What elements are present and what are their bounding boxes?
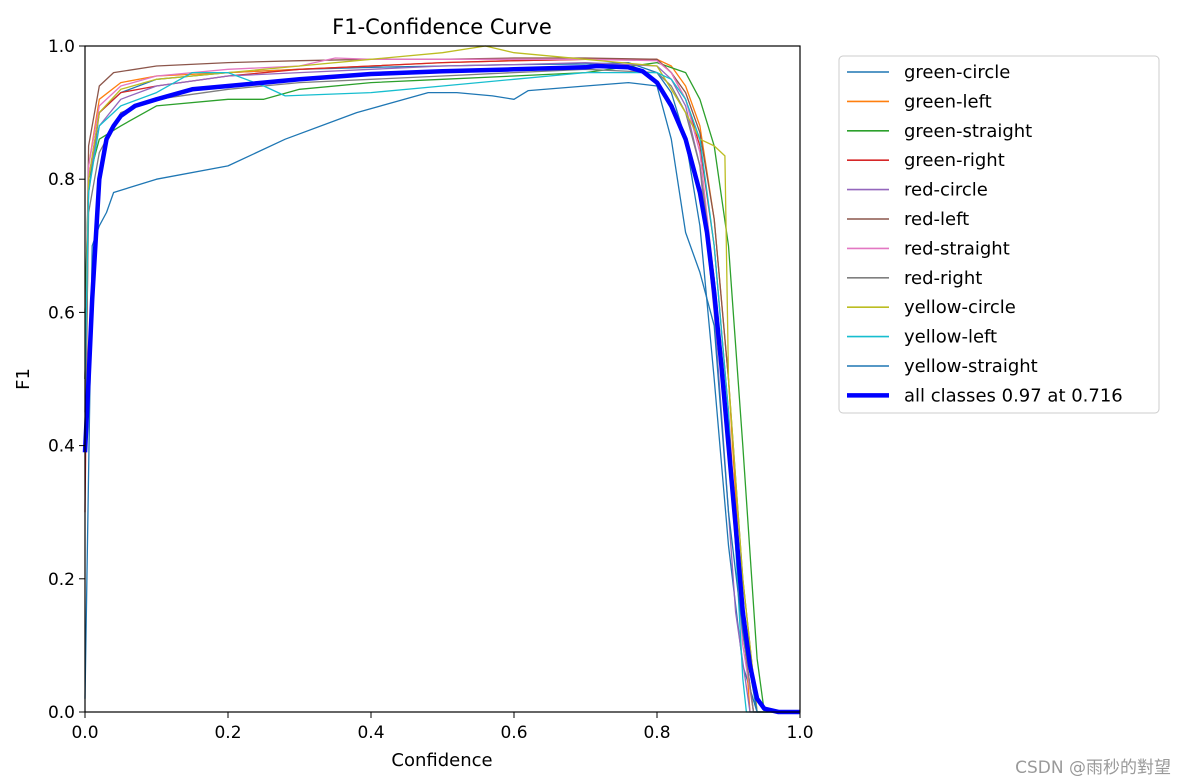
legend-label: red-straight [904,238,1010,259]
y-tick-label: 0.4 [48,437,75,457]
series-line-5 [84,57,800,713]
x-axis-title: Confidence [391,750,492,771]
y-axis-title: F1 [13,368,34,390]
series-line-6 [84,57,800,713]
legend-label: red-circle [904,180,988,201]
y-tick-label: 0.8 [48,170,75,190]
legend-label: all classes 0.97 at 0.716 [904,385,1123,406]
plot-frame [84,45,801,713]
plot-lines [82,45,800,715]
x-tick-label: 1.0 [786,723,813,743]
series-line-10 [84,81,800,713]
watermark: CSDN @雨秒的對望 [1015,758,1171,778]
series-line-2 [84,61,800,713]
y-tick-label: 0.0 [48,703,75,723]
y-axis: 0.0 0.2 0.4 0.6 0.8 1.0 [48,37,85,723]
legend-label: green-right [904,150,1005,171]
legend: green-circle green-left green-straight gree… [838,55,1160,414]
series-line-11 [82,63,800,715]
x-tick-label: 0.6 [500,723,527,743]
legend-box [838,55,1160,414]
x-tick-label: 0.0 [71,723,98,743]
legend-label: green-straight [904,121,1032,142]
series-line-8 [84,45,800,713]
legend-label: red-right [904,268,982,289]
legend-label: red-left [904,209,969,230]
legend-label: yellow-left [904,327,997,348]
chart-title: F1-Confidence Curve [332,15,552,39]
legend-label: green-left [904,91,992,112]
legend-label: green-circle [904,62,1010,83]
x-tick-label: 0.8 [643,723,670,743]
x-tick-label: 0.2 [214,723,241,743]
legend-label: yellow-straight [904,356,1038,377]
x-axis: 0.0 0.2 0.4 0.6 0.8 1.0 [71,712,814,743]
y-tick-label: 0.2 [48,570,75,590]
x-tick-label: 0.4 [357,723,384,743]
legend-label: yellow-circle [904,297,1016,318]
y-tick-label: 1.0 [48,37,75,57]
y-tick-label: 0.6 [48,303,75,323]
